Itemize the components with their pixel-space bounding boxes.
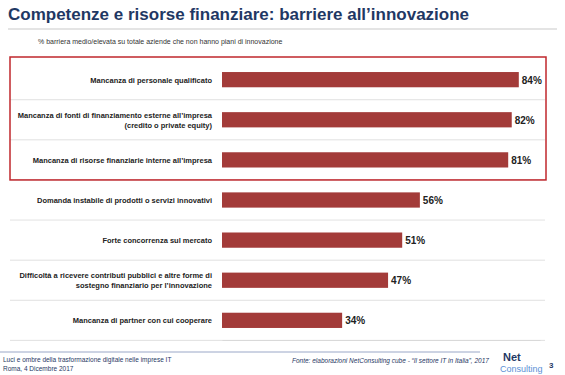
title: Competenze e risorse finanziare: barrier… <box>8 5 469 24</box>
row-separator <box>10 300 545 301</box>
footer-rule <box>0 352 480 353</box>
category-label-line: Mancanza di fonti di finanziamento ester… <box>18 111 213 120</box>
category-label: Mancanza di risorse finanziarie interne … <box>33 156 213 165</box>
category-label-line: Domanda instabile di prodotti o servizi … <box>37 196 212 205</box>
category-label-line: sostegno finanziario per l’innovazione <box>76 281 212 290</box>
subtitle: % barriera medio/elevata su totale azien… <box>38 38 282 46</box>
row-separator <box>10 139 545 140</box>
data-label: 84% <box>522 75 542 86</box>
x-axis <box>223 340 541 341</box>
category-label: Difficoltà a ricevere contributi pubblic… <box>19 271 212 290</box>
bar <box>222 313 342 328</box>
category-label-line: Forte concorrenza sul mercato <box>102 236 212 245</box>
bar <box>222 232 402 247</box>
category-label-line: Mancanza di partner con cui cooperare <box>73 316 212 325</box>
data-label: 51% <box>405 235 425 246</box>
category-label: Mancanza di fonti di finanziamento ester… <box>18 111 213 130</box>
row-separator <box>10 220 545 221</box>
footer-text: Luci e ombre della trasformazione digita… <box>3 356 171 364</box>
title-rule <box>8 29 557 30</box>
bars <box>222 72 519 328</box>
category-label-line: Mancanza di risorse finanziarie interne … <box>33 156 213 165</box>
data-label: 47% <box>391 275 411 286</box>
category-label-line: (credito o private equity) <box>124 121 212 130</box>
bar <box>222 112 512 127</box>
category-label: Mancanza di partner con cui cooperare <box>73 316 212 325</box>
data-label: 56% <box>423 195 443 206</box>
highlight-box <box>10 57 546 180</box>
chart: Competenze e risorse finanziare: barrier… <box>0 0 565 375</box>
source: Fonte: elaborazioni NetConsulting cube -… <box>292 357 489 365</box>
category-label: Mancanza di personale qualificato <box>90 76 212 85</box>
category-label: Domanda instabile di prodotti o servizi … <box>37 196 212 205</box>
row-separator <box>10 99 545 100</box>
category-label-line: Difficoltà a ricevere contributi pubblic… <box>19 271 212 280</box>
logo-text: Net <box>503 351 521 363</box>
bar <box>222 152 508 167</box>
data-label: 81% <box>511 155 531 166</box>
logo-text: 3 <box>549 361 554 370</box>
x-axis-line <box>223 340 541 341</box>
row-separator <box>10 260 545 261</box>
bar <box>222 72 519 87</box>
data-label: 34% <box>345 315 365 326</box>
row-separator <box>10 340 545 341</box>
category-label-line: Mancanza di personale qualificato <box>90 76 212 85</box>
bar <box>222 192 420 207</box>
footer-text: Roma, 4 Dicembre 2017 <box>3 365 74 372</box>
data-label: 82% <box>515 115 535 126</box>
logo-text: Consulting <box>500 364 543 374</box>
bar <box>222 273 388 288</box>
category-label: Forte concorrenza sul mercato <box>102 236 212 245</box>
